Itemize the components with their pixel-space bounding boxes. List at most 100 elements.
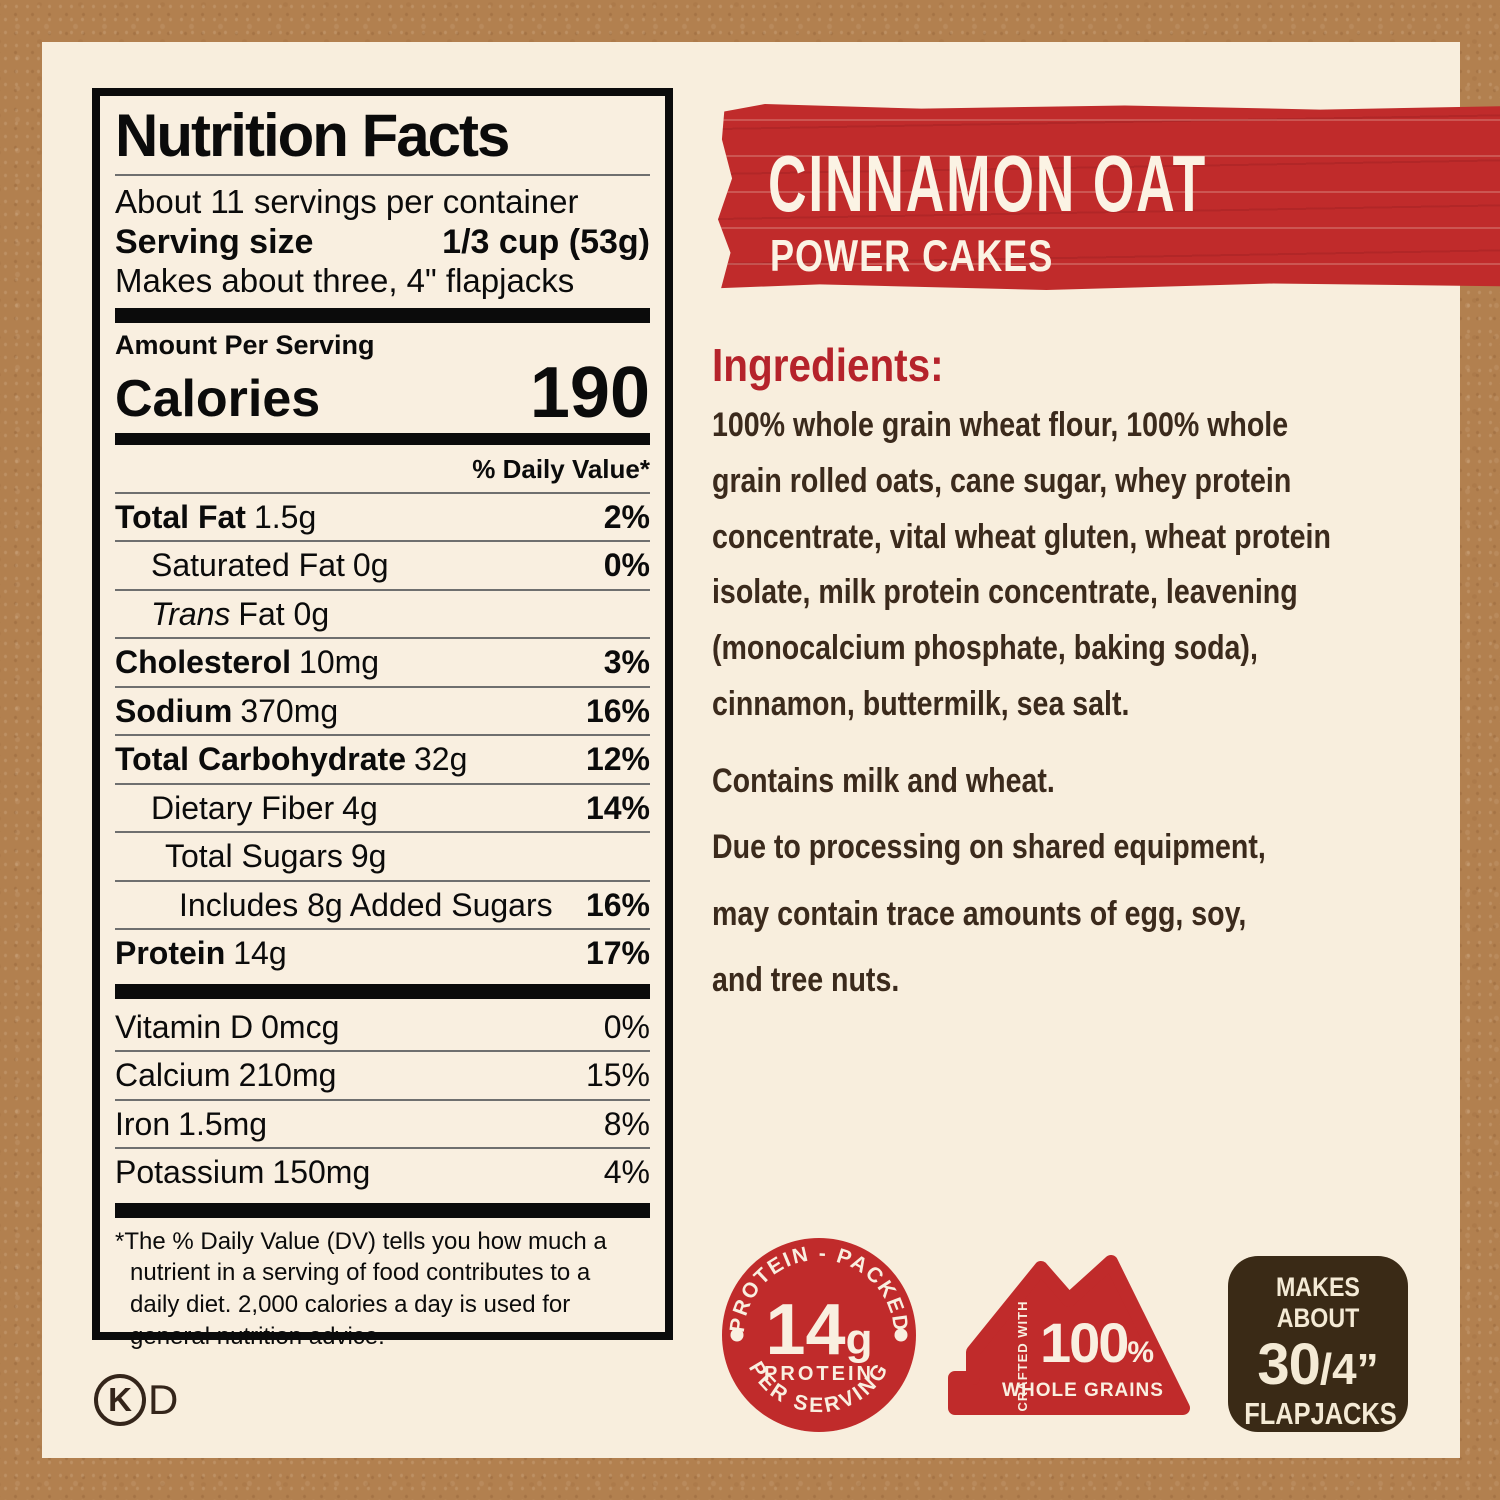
serving-size-row: Serving size 1/3 cup (53g): [115, 222, 650, 262]
nutrient-row-saturated-fat: Saturated Fat 0g 0%: [115, 540, 650, 588]
nutrient-amount: Fat 0g: [238, 595, 330, 632]
nutrient-dv: 17%: [585, 935, 650, 972]
badge-protein-grams: 14: [766, 1290, 846, 1370]
nutrient-dv: 3%: [603, 644, 650, 681]
nutrient-dv: 15%: [585, 1057, 650, 1094]
amount-per-serving-label: Amount Per Serving: [115, 329, 375, 360]
divider-thick: [115, 1202, 650, 1218]
product-name-banner: CINNAMON OAT POWER CAKES: [718, 104, 1500, 290]
nutrient-row-total-carbohydrate: Total Carbohydrate 32g 12%: [115, 734, 650, 782]
micronutrient-row-calcium: Calcium 210mg 15%: [115, 1050, 650, 1098]
makes-note: Makes about three, 4" flapjacks: [115, 261, 575, 299]
nutrient-amount: 1.5mg: [178, 1105, 268, 1142]
product-name-line1: CINNAMON OAT: [768, 139, 1208, 230]
whole-grains-badge-icon: CRAFTED WITH 100% WHOLE GRAINS: [948, 1255, 1190, 1415]
allergen-statement: Contains milk and wheat. Due to processi…: [712, 762, 1266, 999]
daily-value-header: % Daily Value*: [472, 454, 650, 485]
nutrient-amount: 0mcg: [261, 1008, 340, 1045]
nutrient-name: Total Carbohydrate: [115, 741, 406, 778]
daily-value-footnote: *The % Daily Value (DV) tells you how mu…: [115, 1227, 607, 1350]
ingredients-text: 100% whole grain wheat flour, 100% whole…: [712, 406, 1331, 723]
kosher-dairy-mark: K D: [94, 1374, 178, 1426]
nutrient-row-added-sugars: Includes 8g Added Sugars 16%: [115, 879, 650, 928]
badge-size-value: /4”: [1319, 1345, 1379, 1394]
nutrient-name: Vitamin D: [115, 1008, 254, 1045]
nutrient-dv: 8%: [603, 1105, 650, 1142]
nutrient-dv: 0%: [603, 1008, 650, 1045]
nutrient-name: Calcium: [115, 1057, 231, 1094]
nutrient-amount: 210mg: [238, 1057, 337, 1094]
serving-size-value: 1/3 cup (53g): [442, 222, 650, 261]
product-name-line2: POWER CAKES: [770, 232, 1054, 282]
divider-thick: [115, 983, 650, 999]
svg-text:100%: 100%: [1040, 1311, 1154, 1374]
nutrient-name: Iron: [115, 1105, 171, 1142]
nutrient-amount: 14g: [233, 935, 287, 972]
nutrient-amount: 32g: [414, 741, 468, 778]
badge-percent-sign: %: [1127, 1336, 1154, 1369]
ingredients-heading: Ingredients:: [712, 339, 944, 391]
nutrient-dv: 0%: [603, 547, 650, 584]
badge-flapjack-count: 30/4”: [1228, 1336, 1408, 1394]
nutrient-row-total-sugars: Total Sugars 9g: [115, 831, 650, 879]
nutrient-dv: 16%: [585, 886, 650, 923]
calories-row: Calories 190: [115, 352, 650, 433]
nutrient-row-cholesterol: Cholesterol 10mg 3%: [115, 637, 650, 685]
nutrient-row-sodium: Sodium 370mg 16%: [115, 685, 650, 734]
calories-label: Calories: [115, 370, 321, 429]
flapjacks-count-badge: MAKES ABOUT 30/4” FLAPJACKS: [1228, 1256, 1408, 1432]
badge-whole-grains-label: WHOLE GRAINS: [1002, 1380, 1164, 1401]
nutrient-row-total-fat: Total Fat 1.5g 2%: [115, 492, 650, 540]
nutrient-amount: 9g: [350, 838, 387, 875]
servings-per-container: About 11 servings per container: [115, 182, 579, 220]
nutrient-name: Total Fat: [115, 499, 246, 536]
svg-text:14g: 14g: [766, 1290, 873, 1370]
nutrient-name-italic: Trans: [151, 595, 231, 632]
badge-makes-about-label: MAKES ABOUT: [1276, 1272, 1360, 1333]
badge-dot-right: [894, 1328, 908, 1342]
nutrient-dv: 16%: [585, 692, 650, 729]
nutrition-facts-title: Nutrition Facts: [115, 102, 510, 169]
calories-value: 190: [529, 352, 650, 433]
serving-size-label: Serving size: [115, 222, 314, 261]
nutrient-name: Dietary Fiber: [151, 789, 335, 826]
badge-count-value: 30: [1257, 1332, 1321, 1397]
nutrient-dv: 14%: [585, 789, 650, 826]
badge-100-value: 100: [1040, 1311, 1127, 1374]
nutrient-row-protein: Protein 14g 17%: [115, 928, 650, 976]
nutrient-name: Saturated Fat: [151, 547, 345, 584]
nutrient-name: Protein: [115, 935, 226, 972]
badge-protein-unit: g: [846, 1315, 873, 1364]
badge-dot-left: [730, 1328, 744, 1342]
nutrient-name: Cholesterol: [115, 644, 292, 681]
nutrient-name: Includes 8g Added Sugars: [179, 886, 553, 923]
nutrition-facts-label: Nutrition Facts About 11 servings per co…: [92, 88, 673, 1350]
nutrient-dv: 4%: [603, 1154, 650, 1191]
badge-flapjacks-label: FLAPJACKS: [1244, 1396, 1397, 1431]
badge-protein-label: PROTEIN: [764, 1363, 874, 1385]
nutrient-name: Total Sugars: [165, 838, 343, 875]
nutrient-amount: 10mg: [299, 644, 380, 681]
nutrient-dv: 2%: [603, 499, 650, 536]
nutrient-amount: 4g: [342, 789, 378, 826]
protein-packed-badge-icon: PROTEIN - PACKED 14g PROTEIN PER SERVING: [722, 1238, 916, 1432]
divider: [115, 173, 650, 176]
divider-medium: [115, 433, 650, 446]
micronutrient-row-potassium: Potassium 150mg 4%: [115, 1147, 650, 1195]
kosher-dairy-letter: D: [148, 1376, 179, 1423]
nutrient-dv: 12%: [585, 741, 650, 778]
micronutrient-row-iron: Iron 1.5mg 8%: [115, 1098, 650, 1147]
micronutrient-row-vitamin-d: Vitamin D 0mcg 0%: [115, 1004, 650, 1050]
badge-crafted-with-label: CRAFTED WITH: [1015, 1301, 1030, 1412]
nutrient-row-dietary-fiber: Dietary Fiber 4g 14%: [115, 782, 650, 831]
nutrient-row-trans-fat: Trans Fat 0g: [115, 588, 650, 637]
kosher-k-circle-icon: K: [94, 1374, 146, 1426]
nutrient-amount: 1.5g: [253, 499, 317, 536]
divider-thick: [115, 307, 650, 323]
nutrient-amount: 0g: [352, 547, 389, 584]
nutrient-amount: 370mg: [240, 692, 339, 729]
nutrient-name: Sodium: [115, 692, 233, 729]
nutrient-name: Potassium: [115, 1154, 265, 1191]
nutrient-amount: 150mg: [272, 1154, 371, 1191]
